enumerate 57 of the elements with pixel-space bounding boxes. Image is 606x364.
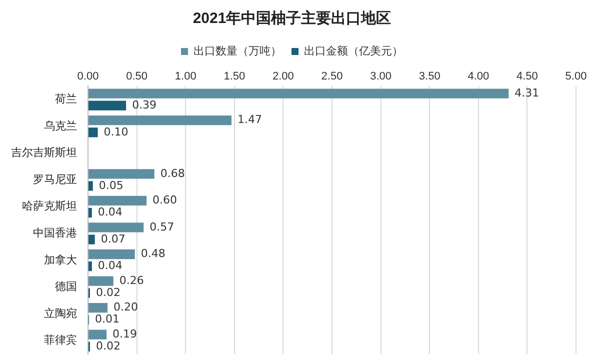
bar	[88, 169, 154, 179]
x-tick-label: 2.50	[321, 70, 343, 83]
x-tick-label: 4.00	[468, 70, 490, 83]
bar	[88, 330, 107, 340]
bar	[88, 208, 92, 218]
y-tick-label: 德国	[55, 281, 77, 294]
x-tick-label: 5.00	[565, 70, 587, 83]
bar	[88, 196, 147, 206]
bar	[88, 249, 135, 260]
data-label: 1.47	[237, 113, 262, 126]
y-tick-label: 立陶宛	[44, 306, 77, 320]
y-tick-label: 中国香港	[33, 226, 77, 240]
bar	[88, 234, 95, 244]
bar	[88, 261, 92, 272]
y-tick-label: 荷兰	[55, 92, 77, 106]
y-tick-label: 吉尔吉斯斯坦	[11, 146, 77, 160]
x-tick-label: 0.00	[77, 70, 99, 83]
chart-title: 2021年中国柚子主要出口地区	[192, 9, 392, 28]
x-tick-label: 4.50	[516, 70, 538, 83]
bar	[88, 128, 98, 138]
data-label: 0.02	[96, 339, 120, 352]
data-label: 0.07	[100, 232, 126, 246]
bar	[88, 116, 232, 126]
x-tick-label: 3.50	[418, 70, 440, 83]
data-label: 0.39	[132, 98, 157, 112]
data-label: 0.26	[119, 274, 144, 287]
data-label: 0.05	[98, 178, 124, 192]
data-label: 0.10	[104, 125, 128, 138]
x-tick-label: 3.00	[370, 70, 392, 83]
y-tick-label: 哈萨克斯坦	[22, 200, 77, 213]
data-label: 0.57	[150, 220, 174, 234]
data-label: 0.20	[114, 300, 138, 314]
bar	[88, 100, 126, 110]
data-label: 4.31	[514, 86, 540, 100]
bar	[88, 181, 93, 191]
data-label: 0.04	[98, 206, 122, 219]
bar	[88, 276, 114, 286]
x-tick-label: 2.00	[272, 70, 294, 83]
bar	[88, 302, 108, 313]
x-tick-label: 0.50	[126, 70, 148, 83]
y-tick-label: 乌克兰	[44, 119, 77, 132]
data-label: 0.60	[152, 194, 178, 207]
data-label: 0.01	[94, 312, 120, 326]
bar	[88, 222, 144, 232]
bar	[88, 88, 509, 98]
legend-label: 出口金额（亿美元）	[304, 44, 403, 58]
data-label: 0.19	[112, 327, 138, 340]
y-tick-label: 加拿大	[44, 253, 77, 266]
y-tick-label: 罗马尼亚	[33, 174, 77, 186]
legend-label: 出口数量（万吨）	[194, 44, 282, 58]
data-label: 0.68	[160, 166, 185, 180]
data-label: 0.02	[96, 286, 120, 299]
data-label: 0.48	[140, 247, 166, 260]
x-tick-label: 1.00	[174, 70, 196, 83]
data-label: 0.04	[98, 259, 122, 272]
y-tick-label: 菲律宾	[44, 334, 77, 347]
x-tick-label: 1.50	[224, 70, 246, 83]
